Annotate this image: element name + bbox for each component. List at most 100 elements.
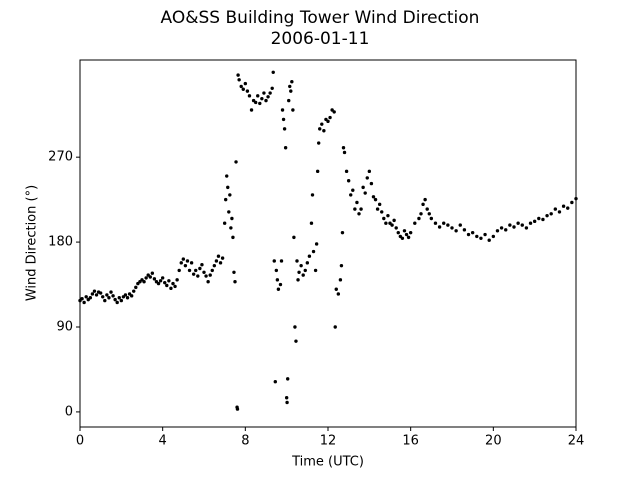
data-point [491,234,496,239]
data-point [202,270,206,274]
data-point [115,300,119,305]
data-point [283,146,288,150]
data-point [228,193,232,197]
data-point [512,225,516,229]
data-point [333,325,337,329]
x-tick-label: 8 [241,434,249,449]
data-point [299,263,303,268]
data-point [367,169,372,174]
data-point [317,141,321,145]
data-point [274,268,279,273]
data-point [224,197,228,202]
data-point [169,286,173,291]
data-point [90,292,95,296]
data-point [167,279,171,283]
data-point [80,296,84,301]
data-point [359,207,363,211]
data-point [307,254,312,258]
data-point [528,221,533,225]
data-point [144,276,148,280]
data-point [243,81,248,86]
data-point [470,230,475,235]
data-point [380,210,384,214]
chart-title: AO&SS Building Tower Wind Direction [161,8,480,28]
data-point [341,146,346,150]
x-tick-label: 24 [568,434,585,449]
data-point [475,234,479,239]
data-point [328,115,332,120]
data-point [532,219,537,224]
data-point [361,185,365,190]
data-point [537,216,541,221]
y-tick-label: 90 [56,319,73,334]
data-point [200,263,204,267]
data-point [458,223,462,227]
data-point [326,119,330,124]
data-point [225,174,229,178]
data-point [185,259,190,263]
data-point [357,212,361,216]
data-point [262,91,266,95]
data-point [437,225,442,229]
data-point [394,226,398,230]
data-point [234,160,238,164]
y-tick-label: 180 [48,235,73,250]
data-point [570,200,574,205]
data-point [216,254,221,258]
data-point [320,122,324,126]
data-point [318,127,322,131]
data-point [92,289,97,293]
data-point [419,212,423,216]
data-point [142,280,146,284]
data-point [309,221,314,225]
data-point [295,259,299,263]
data-point [344,169,349,174]
data-point [281,117,286,122]
data-point [332,110,336,114]
data-point [132,289,136,293]
data-point [260,96,264,101]
data-point [315,169,320,174]
data-point [282,127,287,131]
data-point [339,263,344,268]
data-point [386,213,390,218]
data-point [177,268,181,273]
data-point [479,236,483,241]
data-point [353,207,357,211]
data-point [499,226,504,230]
data-point [278,282,283,287]
data-point [82,300,86,305]
data-point [220,256,225,260]
data-point [301,273,305,277]
data-point [294,339,298,343]
data-point [313,268,318,273]
data-point [196,274,200,278]
data-point [557,210,562,214]
data-point [314,242,319,246]
data-point [105,293,109,297]
data-point [270,86,274,91]
data-point [373,197,378,202]
data-point [179,261,183,265]
data-point [284,396,289,400]
data-point [462,228,467,232]
data-point [214,259,219,263]
data-point [433,221,438,225]
data-point [365,176,369,180]
data-point [446,223,450,227]
data-point [117,296,121,300]
data-point [271,70,275,74]
x-tick-label: 12 [320,434,337,449]
data-point [311,249,316,254]
data-point [291,108,295,112]
data-point [292,235,296,240]
data-point [375,207,380,211]
data-point [351,188,355,192]
data-point [425,207,429,211]
data-point [235,407,240,411]
data-point [237,78,241,82]
data-point [208,273,212,277]
data-point [249,108,254,112]
data-point [442,221,446,225]
data-point [406,235,411,240]
